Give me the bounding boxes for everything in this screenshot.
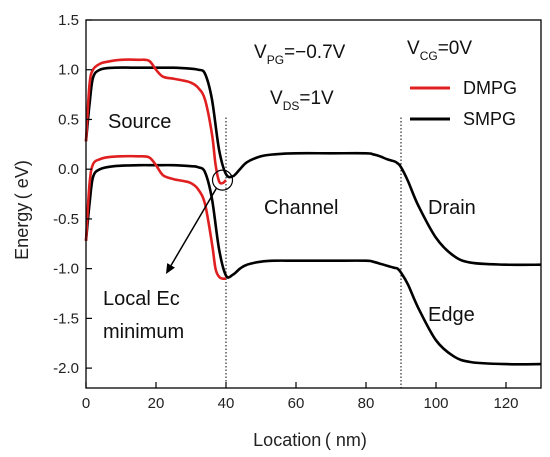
param-vcg-sub: CG <box>420 49 438 63</box>
y-axis-title: Energy ( eV) <box>12 160 32 260</box>
legend-label-smpg: SMPG <box>463 109 516 129</box>
param-vpg: VPG=−0.7V <box>254 42 346 67</box>
y-tick-label: -1.0 <box>53 261 79 278</box>
annotation-text-line1: Local Ec <box>103 288 180 310</box>
series-line-dmpg-ec <box>84 58 227 185</box>
y-tick-label: 1.0 <box>58 62 79 79</box>
param-vcg: VCG=0V <box>407 38 472 63</box>
plot-frame <box>85 19 542 389</box>
param-vpg-value: =−0.7V <box>284 42 346 63</box>
x-tick-label: 40 <box>218 395 235 412</box>
y-tick-label: 0.0 <box>58 161 79 178</box>
x-tick-label: 120 <box>493 395 518 412</box>
annotation-arrowhead <box>166 263 175 274</box>
region-label-channel: Channel <box>264 197 339 219</box>
x-tick-label: 60 <box>288 395 305 412</box>
legend: DMPG SMPG <box>410 78 517 129</box>
x-tick-label: 100 <box>423 395 448 412</box>
region-label-drain: Drain <box>428 197 476 219</box>
reference-lines <box>225 117 402 388</box>
y-tick-label: -0.5 <box>53 211 79 228</box>
y-tick-label: -1.5 <box>53 310 79 327</box>
region-label-source: Source <box>108 111 171 133</box>
series-line-dmpg-ev <box>84 154 227 281</box>
param-vcg-value: =0V <box>438 38 473 59</box>
series-line-smpg-ev <box>84 163 542 366</box>
y-axis-ticks: 1.5 1.0 0.5 0.0 -0.5 -1.0 -1.5 -2.0 <box>53 12 92 377</box>
legend-label-dmpg: DMPG <box>463 78 517 98</box>
x-tick-label: 20 <box>148 395 165 412</box>
x-axis-title: Location ( nm) <box>253 430 367 450</box>
local-minimum-annotation: Local Ec minimum <box>103 169 234 343</box>
param-vpg-sub: PG <box>267 53 284 67</box>
x-tick-label: 80 <box>358 395 375 412</box>
x-axis-ticks: 0 20 40 60 80 100 120 <box>82 382 519 412</box>
annotation-arrow <box>170 187 218 266</box>
region-label-edge: Edge <box>428 304 475 326</box>
param-vds-sub: DS <box>283 99 300 113</box>
param-vcg-base: V <box>407 38 420 59</box>
series-lines <box>84 58 542 366</box>
x-tick-label: 0 <box>82 395 90 412</box>
annotation-circle <box>211 169 234 191</box>
y-tick-label: 1.5 <box>58 12 79 29</box>
param-vds-base: V <box>270 88 283 109</box>
param-vds-value: =1V <box>299 88 334 109</box>
y-tick-label: -2.0 <box>53 360 79 377</box>
annotation-text-line2: minimum <box>103 321 184 343</box>
series-line-smpg-ec <box>84 66 542 267</box>
param-vpg-base: V <box>254 42 267 63</box>
param-vds: VDS=1V <box>270 88 334 113</box>
y-tick-label: 0.5 <box>58 111 79 128</box>
